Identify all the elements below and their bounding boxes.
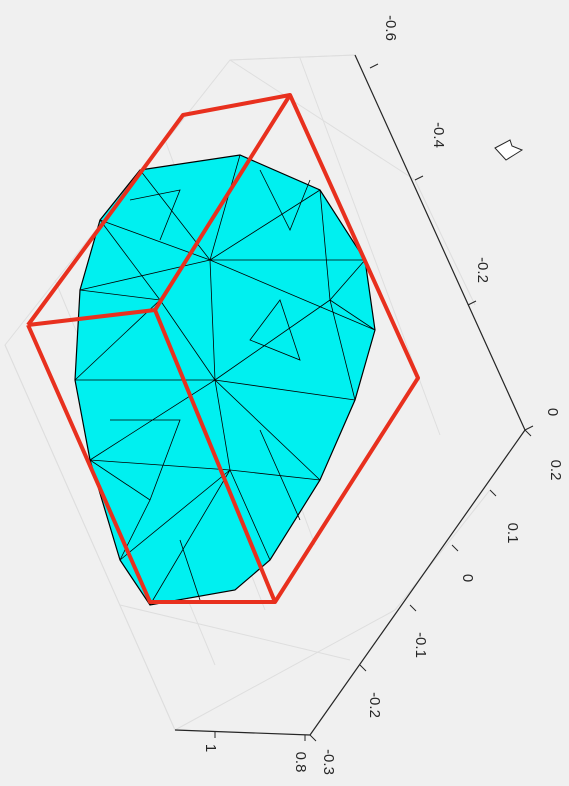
tick-mark xyxy=(524,425,534,431)
box-edge xyxy=(26,93,420,604)
tick-label: 0.1 xyxy=(504,523,521,544)
axis-line xyxy=(309,429,526,736)
tick-label: -0.3 xyxy=(320,749,337,775)
axis-line xyxy=(174,729,311,736)
tick-label: 0.2 xyxy=(547,460,564,481)
axis-line xyxy=(354,54,526,431)
tick-label: -0.1 xyxy=(412,632,429,658)
tick-mark xyxy=(409,604,417,612)
tick-label: 0.8 xyxy=(292,752,309,773)
hull xyxy=(74,154,376,606)
cursor-icon xyxy=(494,139,524,161)
tick-label: 1 xyxy=(202,744,219,752)
tick-mark xyxy=(309,734,317,742)
tick-mark xyxy=(524,429,532,437)
tick-label: 0 xyxy=(459,574,476,582)
tick-mark xyxy=(414,175,424,181)
axis-lines xyxy=(174,54,526,736)
tick-label: -0.2 xyxy=(366,692,383,718)
tick-mark xyxy=(369,63,379,69)
tick-mark xyxy=(451,544,459,552)
tick-label: 0 xyxy=(544,408,561,416)
tick-label: -0.2 xyxy=(474,257,491,283)
grid-line xyxy=(174,609,396,731)
box-edge xyxy=(153,309,277,603)
bounding-box xyxy=(26,93,420,604)
hull-surface xyxy=(74,154,376,606)
tick-label: -0.4 xyxy=(430,122,447,148)
grid-line xyxy=(4,344,176,731)
grid-line xyxy=(229,59,416,181)
tick-label: -0.6 xyxy=(382,15,399,41)
hull-mesh xyxy=(74,154,376,606)
grid-line xyxy=(414,179,476,306)
grid-line xyxy=(229,54,356,61)
tick-mark xyxy=(489,489,497,497)
grid-line xyxy=(119,604,351,661)
axes-grid xyxy=(4,54,526,736)
tick-mark xyxy=(359,664,367,672)
tick-mark xyxy=(467,300,477,306)
grid-line xyxy=(394,489,491,611)
